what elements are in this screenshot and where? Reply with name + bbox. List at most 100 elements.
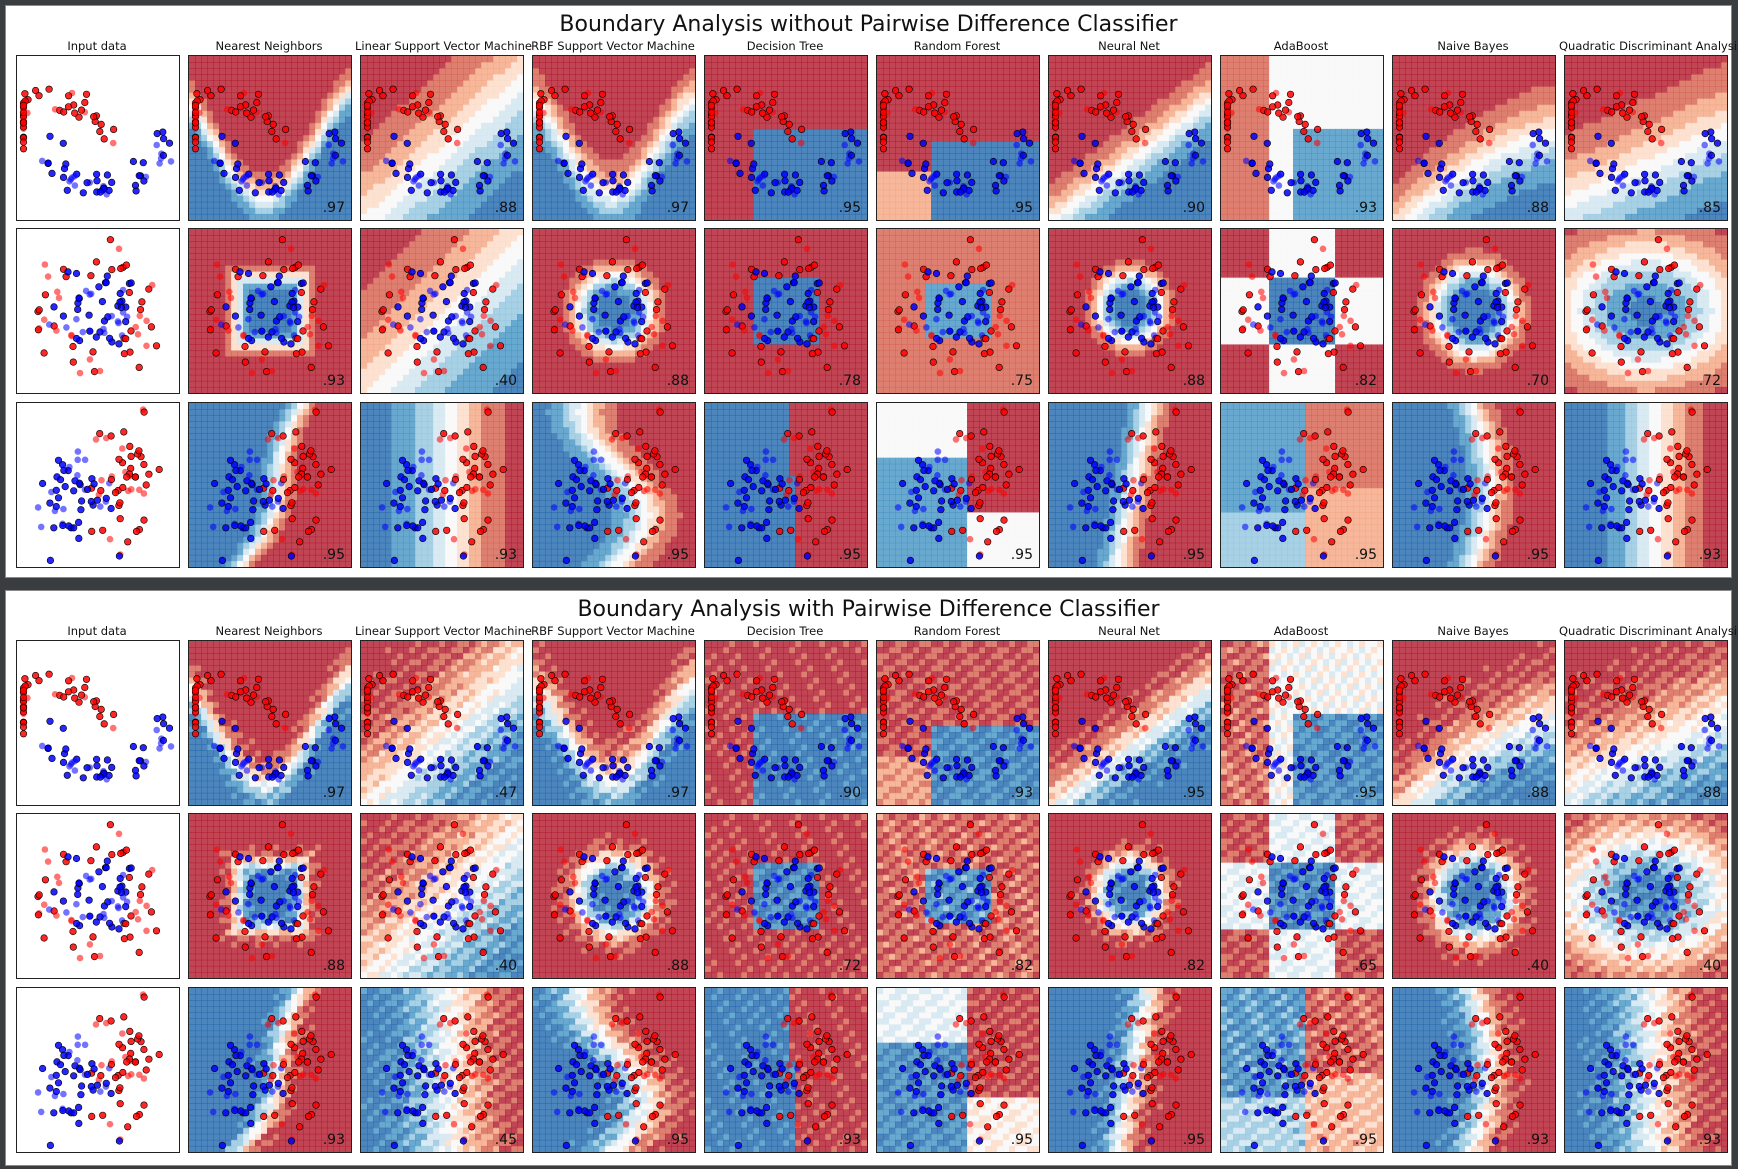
data-point (71, 182, 79, 189)
data-point (1364, 135, 1372, 143)
data-point (1104, 919, 1113, 928)
data-point (1620, 334, 1629, 343)
data-point (648, 908, 655, 916)
data-point (1519, 927, 1526, 935)
data-point (1223, 730, 1232, 738)
data-point (217, 670, 225, 678)
data-point (1491, 455, 1499, 463)
data-point (761, 900, 768, 908)
data-point (591, 698, 599, 706)
data-point (1281, 497, 1290, 505)
data-point (676, 135, 684, 143)
data-point (487, 317, 494, 325)
data-point (1641, 762, 1649, 770)
data-point (1619, 109, 1627, 117)
data-point (1303, 526, 1311, 534)
data-point (1171, 744, 1179, 752)
data-point (556, 901, 564, 908)
data-point (54, 288, 61, 296)
data-point (1705, 740, 1713, 747)
data-point (246, 890, 254, 898)
data-point (999, 159, 1007, 167)
data-point (1450, 448, 1458, 455)
column-title: Neural Net (1043, 39, 1215, 53)
data-point (975, 340, 983, 348)
data-point (1277, 315, 1284, 323)
data-point (40, 901, 48, 908)
data-point (1478, 278, 1486, 287)
data-point (1159, 912, 1167, 920)
data-point (140, 762, 148, 770)
data-point (618, 494, 626, 502)
data-point (1638, 113, 1646, 121)
data-point (1594, 717, 1602, 725)
data-point (1309, 334, 1318, 342)
classifier-plot: .97 (532, 55, 696, 221)
data-point (920, 466, 928, 474)
data-point (1156, 538, 1164, 546)
data-point (1073, 876, 1082, 884)
data-point (251, 913, 259, 921)
data-point (1067, 677, 1075, 685)
data-point (272, 325, 279, 333)
data-point (967, 504, 975, 513)
data-point (966, 236, 974, 244)
data-point (841, 141, 848, 149)
data-point (1053, 90, 1061, 98)
data-point (452, 265, 460, 274)
data-point (1268, 853, 1276, 861)
data-point (75, 113, 83, 121)
accuracy-score: .88 (667, 958, 689, 974)
data-point (562, 717, 570, 725)
data-point (436, 170, 445, 178)
data-point (59, 758, 68, 766)
data-point (1141, 724, 1149, 732)
data-point (278, 236, 286, 244)
data-point (643, 864, 651, 872)
data-point (259, 857, 267, 865)
data-point (1163, 766, 1172, 774)
data-point (819, 181, 828, 189)
data-point (948, 527, 956, 535)
data-point (1106, 456, 1113, 464)
data-point (895, 306, 903, 314)
data-point (53, 912, 60, 919)
data-point (963, 756, 971, 764)
accuracy-score: .85 (1699, 200, 1721, 216)
data-point (1223, 145, 1232, 153)
data-point (212, 901, 220, 908)
data-point (395, 691, 403, 698)
data-point (824, 890, 833, 899)
data-point (1128, 127, 1136, 136)
data-point (1651, 272, 1659, 280)
data-point (898, 742, 906, 750)
data-point (500, 745, 507, 752)
data-point (1119, 857, 1127, 865)
data-point (1259, 879, 1267, 887)
data-point (394, 888, 402, 896)
data-point (905, 85, 913, 93)
data-point (587, 109, 595, 117)
data-point (784, 127, 792, 136)
data-point (1290, 291, 1297, 298)
data-point (734, 132, 742, 140)
data-point (1278, 456, 1285, 464)
data-point (1458, 90, 1467, 98)
data-point (911, 507, 919, 515)
data-point (453, 724, 461, 732)
data-point (1158, 442, 1166, 451)
data-point (115, 904, 122, 912)
data-point (272, 135, 280, 143)
data-point (1111, 328, 1119, 336)
data-point (34, 326, 43, 334)
data-point (469, 873, 477, 882)
data-point (664, 281, 672, 289)
data-point (1625, 106, 1634, 114)
data-point (403, 897, 412, 905)
data-point (1115, 764, 1123, 772)
data-point (274, 863, 282, 872)
data-point (469, 288, 477, 297)
data-point (115, 552, 123, 560)
data-point (728, 934, 736, 942)
data-point (420, 369, 428, 377)
